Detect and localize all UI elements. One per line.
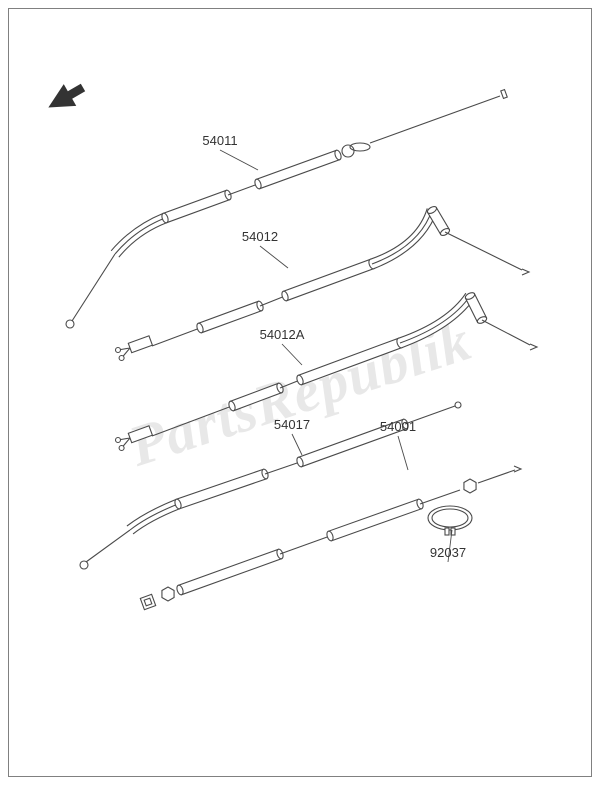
callout-label-92037: 92037: [430, 545, 466, 560]
callout-label-54012A: 54012A: [260, 327, 305, 342]
callout-label-54012: 54012: [242, 229, 278, 244]
callout-label-54001: 54001: [380, 419, 416, 434]
callout-leader: [292, 434, 302, 455]
callout-leader: [282, 344, 302, 365]
callout-leader: [220, 150, 258, 170]
callout-leader: [260, 246, 288, 268]
direction-arrow: [48, 84, 85, 108]
callout-label-54011: 54011: [202, 133, 237, 148]
callout-label-54017: 54017: [274, 417, 310, 432]
parts-diagram-svg: [0, 0, 600, 785]
callout-leader: [398, 436, 408, 470]
